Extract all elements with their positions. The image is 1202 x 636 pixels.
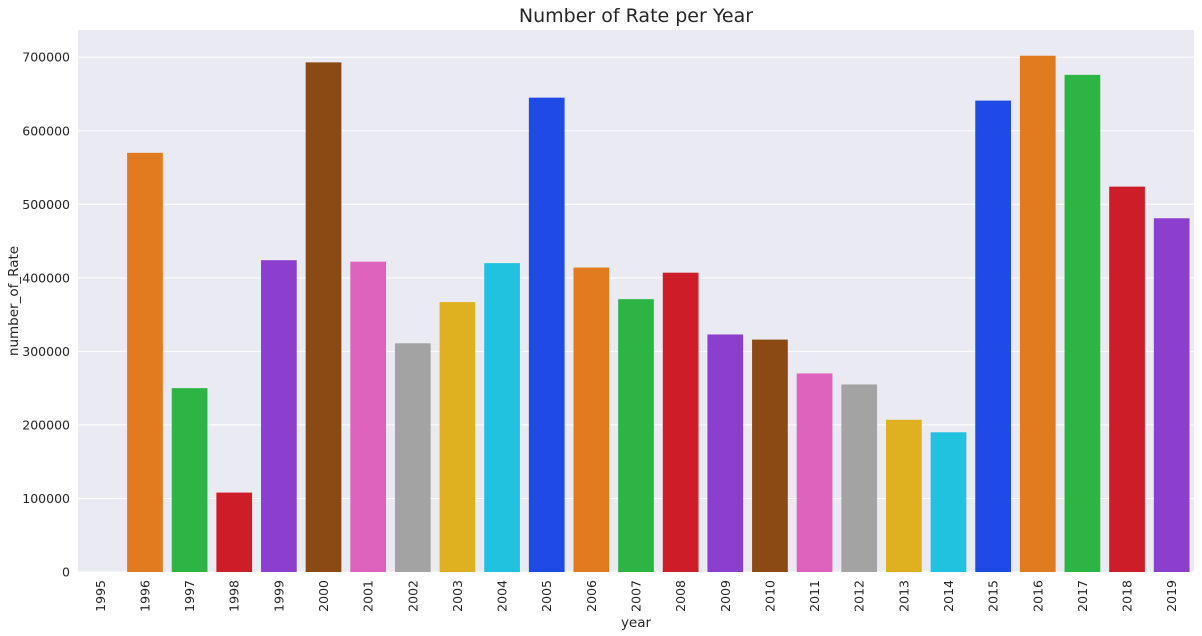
bar-1998 [216, 492, 253, 572]
x-tick-label: 1997 [182, 580, 197, 612]
x-tick-labels: 1995 1996 1997 1998 1999 2000 2001 2002 2003 2004… [93, 580, 1179, 612]
x-tick-label: 2016 [1030, 580, 1045, 612]
bar-2003 [439, 302, 476, 572]
bar-2006 [573, 267, 610, 572]
bar-2019 [1153, 218, 1190, 573]
x-tick-label: 2004 [495, 580, 510, 612]
bar-2001 [350, 261, 387, 572]
x-tick-label: 2014 [941, 580, 956, 612]
x-tick-label: 2008 [673, 580, 688, 612]
bar-2000 [305, 62, 342, 572]
y-tick-label: 0 [62, 565, 70, 580]
x-tick-label: 2001 [361, 580, 376, 612]
bar-1996 [127, 152, 163, 572]
bar-1999 [261, 260, 297, 572]
bar-2011 [796, 373, 833, 572]
bar-2015 [975, 100, 1011, 572]
x-tick-label: 2017 [1075, 580, 1090, 612]
y-tick-label: 100000 [22, 491, 70, 506]
bar-1997 [171, 388, 208, 572]
bar-2005 [528, 97, 565, 572]
bar-2008 [662, 272, 699, 572]
y-tick-label: 700000 [22, 50, 70, 65]
x-axis-label: year [621, 615, 652, 631]
x-tick-label: 2006 [584, 580, 599, 612]
bar-2012 [841, 384, 878, 572]
x-tick-label: 1999 [271, 580, 286, 612]
y-axis-label: number_of_Rate [6, 246, 22, 356]
x-tick-label: 2002 [405, 580, 420, 612]
bar-2009 [707, 334, 744, 572]
x-tick-label: 2013 [896, 580, 911, 612]
y-tick-label: 500000 [22, 197, 70, 212]
x-tick-label: 1998 [227, 580, 242, 612]
x-tick-label: 2012 [852, 580, 867, 612]
bar-2010 [752, 339, 788, 572]
bar-2017 [1064, 74, 1101, 573]
y-tick-labels: 0 100000 200000 300000 400000 500000 600000 700… [22, 50, 70, 580]
x-tick-label: 1996 [137, 580, 152, 612]
bar-2007 [618, 299, 654, 572]
bar-2013 [885, 419, 922, 572]
y-tick-label: 600000 [22, 123, 70, 138]
y-tick-label: 400000 [22, 270, 70, 285]
bar-2014 [930, 432, 967, 572]
x-tick-label: 2011 [807, 580, 822, 612]
x-tick-label: 1995 [93, 580, 108, 612]
x-tick-label: 2003 [450, 580, 465, 612]
chart-title: Number of Rate per Year [519, 5, 753, 27]
bar-2004 [484, 263, 520, 572]
bar-2016 [1019, 55, 1056, 572]
y-tick-label: 300000 [22, 344, 70, 359]
x-tick-label: 2019 [1164, 580, 1179, 612]
x-tick-label: 2009 [718, 580, 733, 612]
x-tick-label: 2000 [316, 580, 331, 612]
bar-2018 [1109, 186, 1145, 573]
bars [127, 55, 1190, 573]
y-tick-label: 200000 [22, 417, 70, 432]
x-tick-label: 2007 [629, 580, 644, 612]
x-tick-label: 2010 [762, 580, 777, 612]
x-tick-label: 2018 [1120, 580, 1135, 612]
x-tick-label: 2015 [986, 580, 1001, 612]
bar-2002 [394, 343, 431, 572]
x-tick-label: 2005 [539, 580, 554, 612]
